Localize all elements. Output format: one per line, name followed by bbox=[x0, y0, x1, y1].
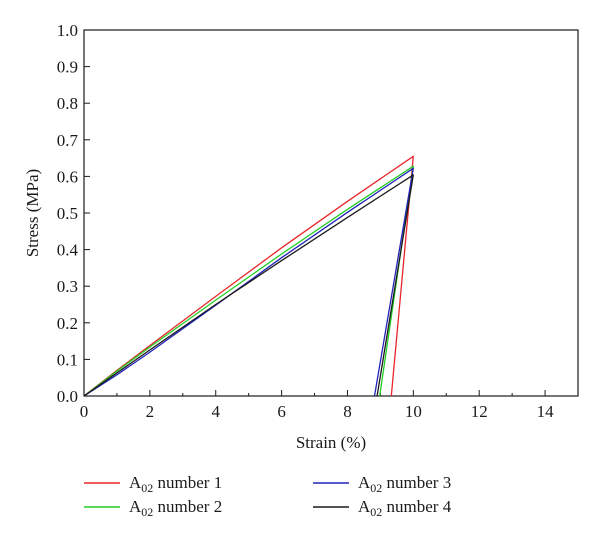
y-tick-label: 0.6 bbox=[57, 167, 78, 186]
x-tick-label: 14 bbox=[537, 402, 555, 421]
legend-label: A02 number 1 bbox=[129, 473, 222, 495]
series-line-3 bbox=[83, 167, 414, 397]
x-tick-label: 0 bbox=[80, 402, 89, 421]
y-tick-label: 0.3 bbox=[57, 277, 78, 296]
y-tick-label: 0.4 bbox=[57, 241, 79, 260]
y-tick-label: 0.9 bbox=[57, 58, 78, 77]
series-line-4 bbox=[83, 174, 414, 397]
y-tick-label: 0.5 bbox=[57, 204, 78, 223]
legend-item-4: A02 number 4 bbox=[313, 497, 452, 519]
y-tick-label: 0.2 bbox=[57, 314, 78, 333]
legend-item-3: A02 number 3 bbox=[313, 473, 451, 495]
legend-label: A02 number 4 bbox=[358, 497, 452, 519]
x-tick-label: 10 bbox=[405, 402, 422, 421]
y-tick-label: 0.8 bbox=[57, 94, 78, 113]
x-tick-label: 8 bbox=[343, 402, 352, 421]
series-group bbox=[83, 155, 414, 397]
series-line-1 bbox=[83, 155, 414, 397]
legend-item-2: A02 number 2 bbox=[84, 497, 222, 519]
y-tick-label: 0.7 bbox=[57, 131, 79, 150]
x-tick-label: 4 bbox=[211, 402, 220, 421]
x-tick-label: 6 bbox=[277, 402, 286, 421]
y-axis-label: Stress (MPa) bbox=[23, 169, 42, 257]
ticks-group: 0 2 4 6 8 10 12 14 0.0 0.1 0.2 0.3 0.4 0.5 0.6 0.7 0.8 0.… bbox=[57, 21, 554, 421]
x-tick-label: 12 bbox=[471, 402, 488, 421]
y-tick-label: 0.1 bbox=[57, 350, 78, 369]
y-tick-label: 1.0 bbox=[57, 21, 78, 40]
y-tick-label: 0.0 bbox=[57, 387, 78, 406]
legend-label: A02 number 2 bbox=[129, 497, 222, 519]
legend-item-1: A02 number 1 bbox=[84, 473, 222, 495]
legend-label: A02 number 3 bbox=[358, 473, 451, 495]
x-tick-label: 2 bbox=[146, 402, 155, 421]
x-axis-label: Strain (%) bbox=[296, 433, 366, 452]
series-line-2 bbox=[83, 165, 414, 397]
